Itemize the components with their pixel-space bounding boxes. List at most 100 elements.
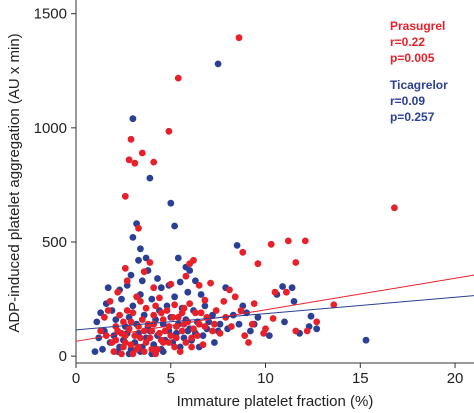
ticagrelor-point (176, 278, 184, 286)
ticagrelor-point (307, 312, 315, 320)
ticagrelor-point (129, 115, 137, 123)
prasugrel-point (116, 311, 123, 319)
prasugrel-point (301, 237, 309, 245)
prasugrel-point (150, 320, 158, 328)
prasugrel-point (165, 323, 173, 330)
legend-ticagrelor-r: r=0.09 (390, 94, 425, 108)
prasugrel-point (267, 240, 275, 248)
ticagrelor-point (91, 348, 99, 355)
ticagrelor-point (288, 284, 296, 292)
prasugrel-point (142, 339, 150, 346)
x-tick-label: 20 (447, 370, 464, 387)
data-points (91, 34, 398, 358)
prasugrel-point (152, 350, 160, 358)
prasugrel-point (212, 307, 220, 314)
prasugrel-point (150, 284, 158, 292)
prasugrel-point (102, 332, 110, 339)
y-tick-label: 0 (59, 348, 67, 365)
prasugrel-point (129, 350, 137, 358)
ticagrelor-point (167, 199, 175, 207)
ticagrelor-point (174, 254, 182, 262)
ticagrelor-point (97, 309, 104, 317)
prasugrel-point (216, 329, 224, 337)
ticagrelor-point (118, 295, 125, 303)
prasugrel-point (138, 149, 146, 157)
prasugrel-point (391, 204, 398, 212)
y-tick-label: 1500 (34, 6, 67, 23)
prasugrel-point (186, 260, 194, 268)
prasugrel-point (106, 298, 114, 305)
prasugrel-point (192, 309, 199, 317)
ticagrelor-point (104, 284, 112, 292)
prasugrel-point (231, 293, 239, 301)
prasugrel-point (97, 327, 104, 335)
prasugrel-point (104, 307, 112, 314)
prasugrel-point (120, 318, 127, 326)
prasugrel-point (271, 288, 279, 296)
prasugrel-point (121, 192, 129, 200)
prasugrel-point (167, 332, 175, 339)
ticagrelor-point (146, 174, 154, 182)
x-tick-label: 5 (167, 370, 175, 387)
prasugrel-point (171, 301, 179, 309)
prasugrel-point (148, 345, 156, 353)
prasugrel-point (138, 316, 146, 323)
prasugrel-point (161, 327, 169, 335)
prasugrel-point (195, 320, 203, 328)
prasugrel-point (178, 309, 186, 317)
ticagrelor-point (235, 320, 243, 328)
prasugrel-point (245, 339, 252, 346)
prasugrel-point (121, 264, 129, 272)
legend-prasugrel-name: Prasugrel (390, 19, 445, 33)
prasugrel-point (159, 316, 167, 323)
prasugrel-point (174, 74, 182, 82)
prasugrel-point (178, 327, 186, 335)
prasugrel-point (159, 339, 167, 346)
ticagrelor-point (171, 293, 179, 301)
ticagrelor-point (112, 316, 120, 323)
prasugrel-point (173, 334, 180, 342)
prasugrel-point (129, 309, 137, 317)
ticagrelor-point (99, 345, 106, 353)
prasugrel-point (241, 332, 249, 339)
ticagrelor-point (265, 332, 273, 339)
ticagrelor-point (184, 327, 192, 335)
prasugrel-point (131, 159, 139, 167)
ticagrelor-point (209, 311, 216, 319)
prasugrel-point (121, 332, 129, 339)
prasugrel-point (123, 277, 131, 285)
x-tick-label: 0 (72, 370, 80, 387)
fit-lines (75, 274, 474, 342)
legend-ticagrelor-p: p=0.257 (390, 110, 435, 124)
prasugrel-point (284, 237, 292, 245)
prasugrel-point (313, 318, 321, 326)
ticagrelor-point (192, 277, 199, 285)
ticagrelor-point (201, 302, 209, 310)
prasugrel-point (127, 135, 135, 143)
prasugrel-point (188, 334, 196, 342)
ticagrelor-point (93, 318, 101, 326)
prasugrel-point (254, 260, 262, 268)
prasugrel-point (220, 298, 228, 305)
prasugrel-point (127, 341, 135, 349)
prasugrel-point (135, 224, 142, 232)
prasugrel-point (146, 259, 154, 266)
prasugrel-point (163, 307, 171, 314)
prasugrel-point (283, 288, 290, 296)
prasugrel-point (156, 294, 163, 302)
prasugrel-point (165, 127, 173, 135)
prasugrel-point (182, 272, 190, 280)
legend-ticagrelor-name: Ticagrelor (390, 78, 448, 92)
ticagrelor-point (148, 295, 156, 303)
prasugrel-point (174, 313, 182, 321)
prasugrel-point (188, 343, 196, 351)
ticagrelor-point (171, 222, 179, 230)
ticagrelor-point (214, 60, 222, 68)
y-tick-label: 500 (42, 234, 67, 251)
prasugrel-point (201, 323, 209, 330)
prasugrel-point (156, 329, 163, 337)
prasugrel-point (292, 259, 300, 266)
prasugrel-point (101, 313, 108, 321)
prasugrel-point (118, 350, 125, 358)
y-tick-label: 1000 (34, 120, 67, 137)
